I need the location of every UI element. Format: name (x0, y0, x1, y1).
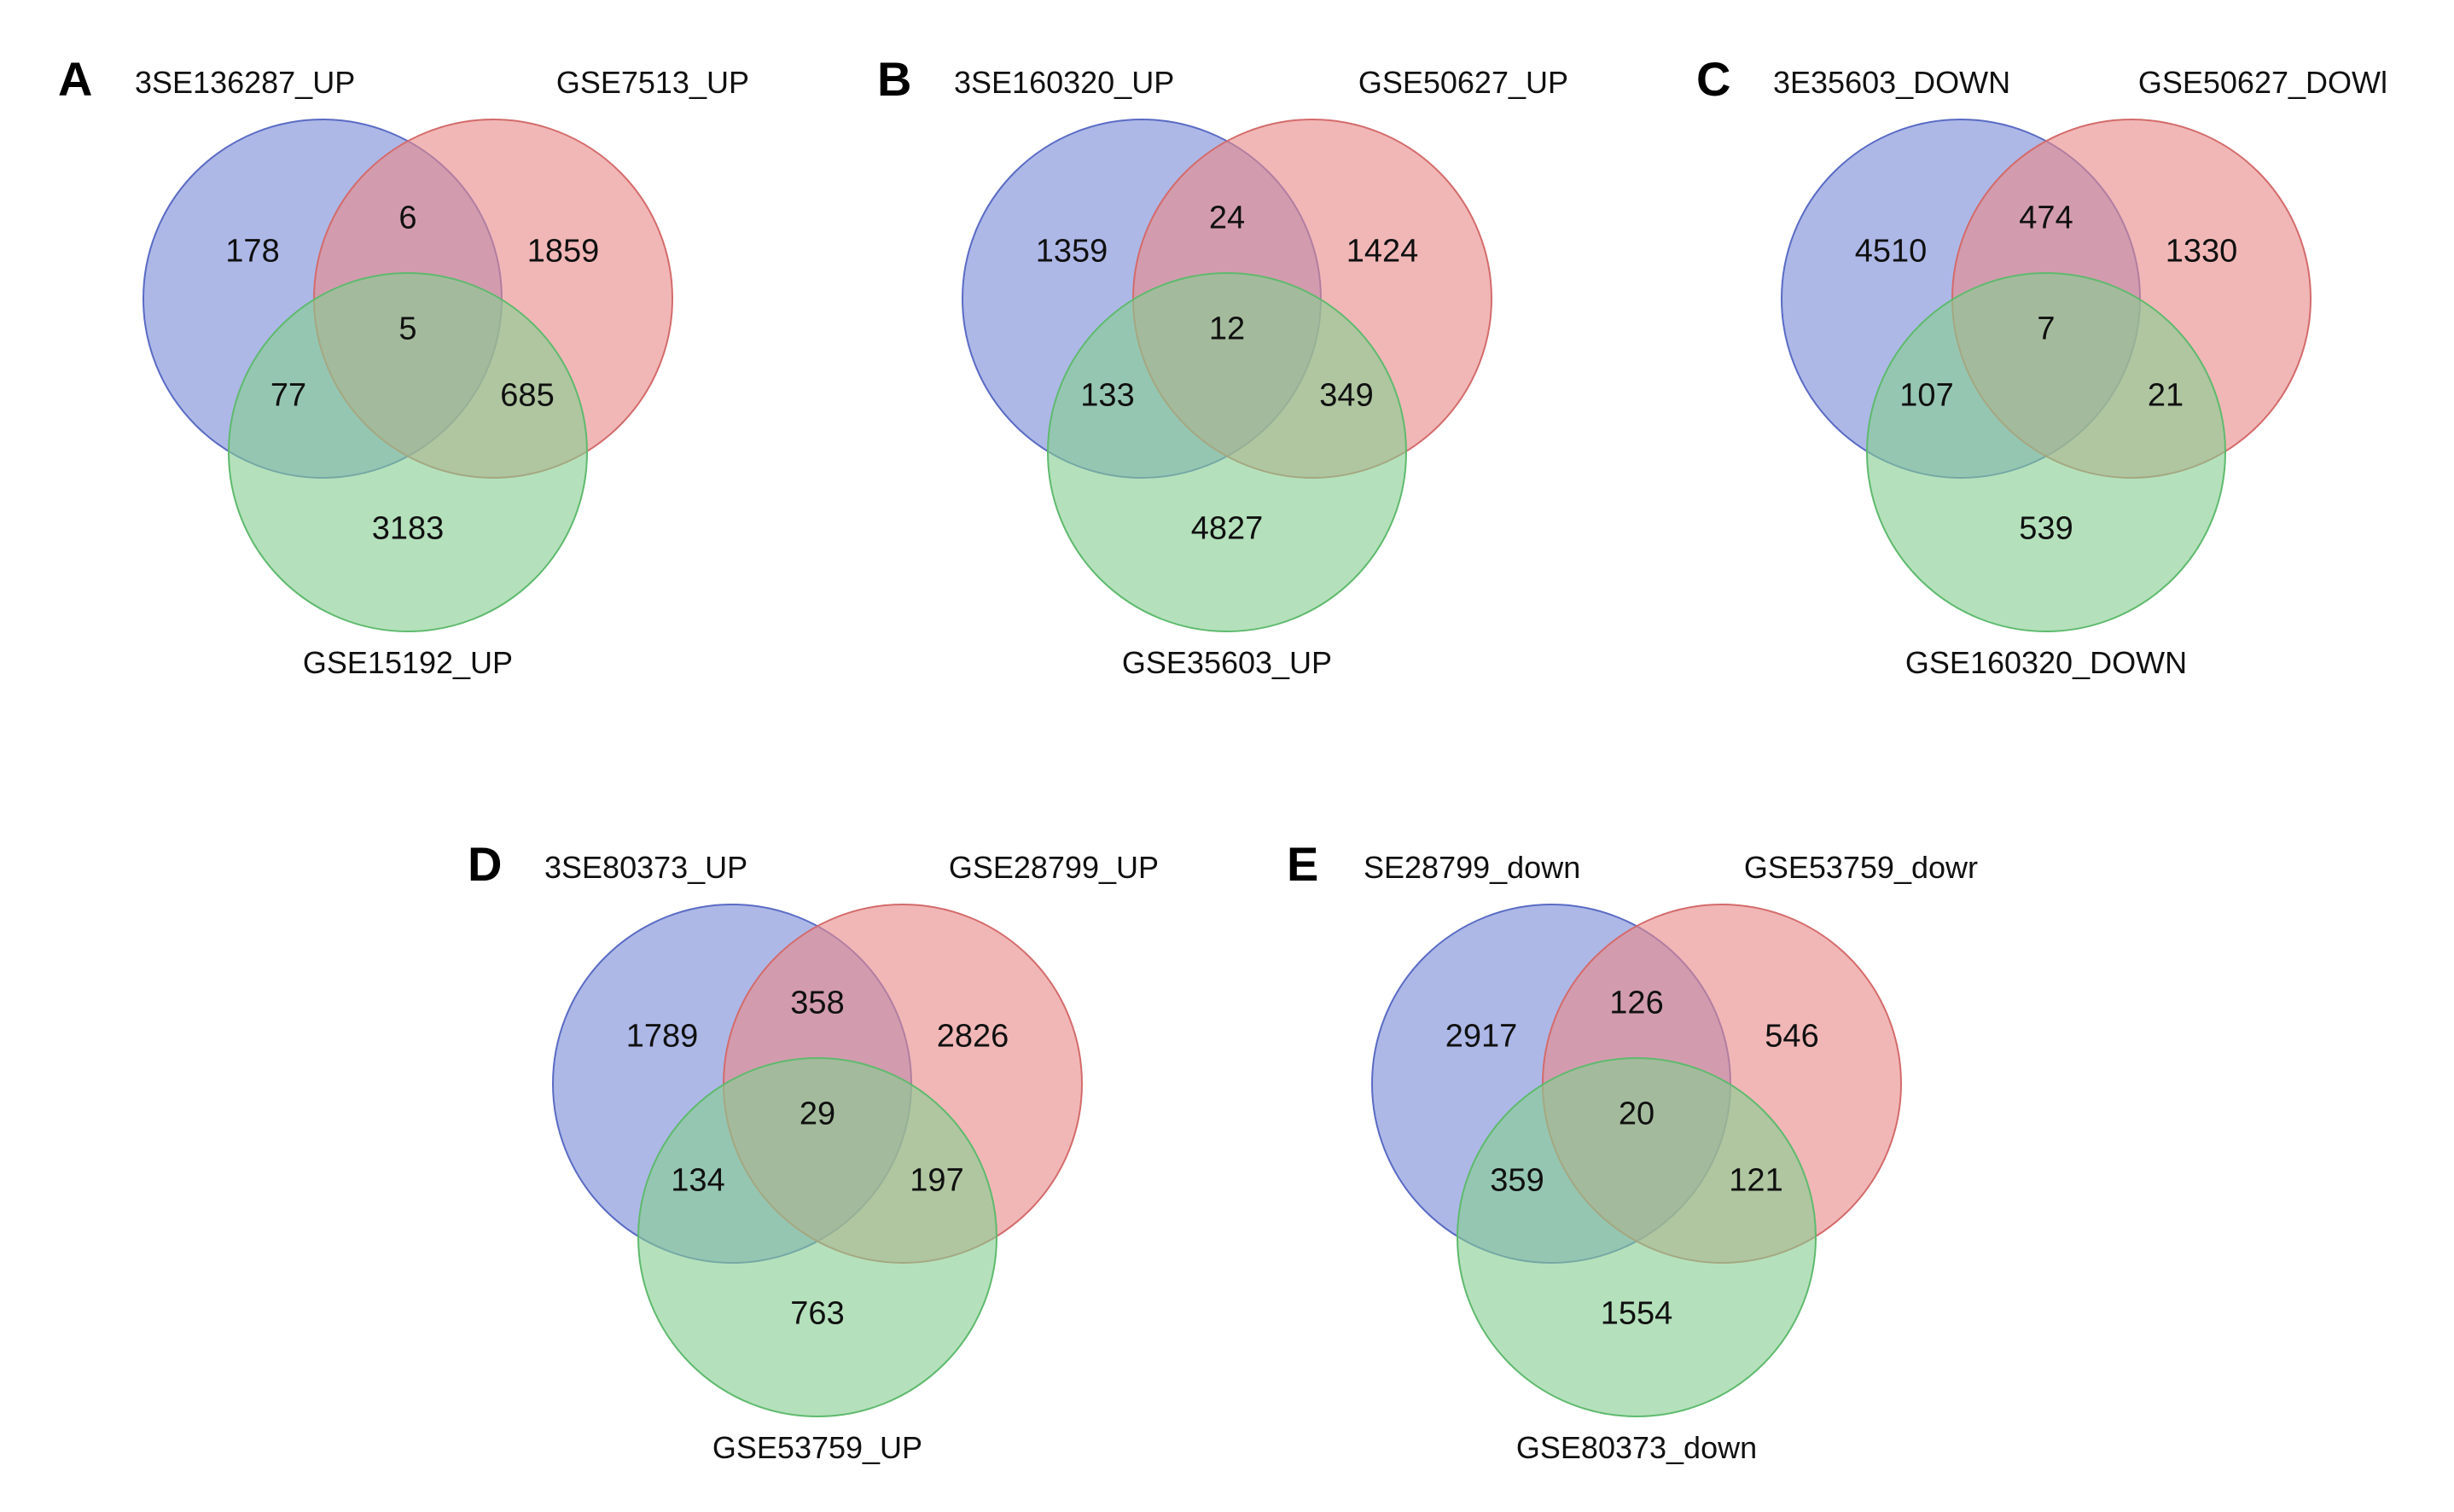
venn-diagram: 2917 546 1554 126 359 121 20 (1338, 870, 1935, 1425)
venn-diagram: 4510 1330 539 474 107 21 7 (1747, 85, 2345, 640)
region-count-only-blue: 178 (225, 234, 279, 270)
set-label-green: GSE15192_UP (49, 645, 766, 681)
region-count-center: 20 (1619, 1096, 1654, 1133)
venn-panel: C3E35603_DOWNGSE50627_DOWl45101330539474… (1688, 34, 2405, 683)
region-count-blue-green: 133 (1080, 378, 1134, 415)
region-count-red-green: 685 (500, 378, 554, 415)
set-label-green: GSE53759_UP (459, 1430, 1176, 1466)
region-count-center: 29 (800, 1096, 835, 1133)
region-count-only-red: 2826 (937, 1019, 1009, 1055)
venn-panel: D3SE80373_UPGSE28799_UP17892826763358134… (459, 819, 1176, 1468)
region-count-blue-red: 24 (1209, 201, 1245, 237)
set-label-green: GSE35603_UP (869, 645, 1585, 681)
venn-panel: A3SE136287_UPGSE7513_UP17818593183677685… (49, 34, 766, 683)
region-count-red-green: 197 (910, 1163, 963, 1200)
panel-letter: B (877, 51, 911, 107)
region-count-only-blue: 2917 (1445, 1019, 1518, 1055)
panel-letter: A (58, 51, 92, 107)
region-count-red-green: 349 (1319, 378, 1373, 415)
venn-diagram: 178 1859 3183 6 77 685 5 (109, 85, 707, 640)
region-count-blue-green: 107 (1899, 378, 1953, 415)
venn-panel: B3SE160320_UPGSE50627_UP1359142448272413… (869, 34, 1585, 683)
region-count-only-blue: 1359 (1036, 234, 1108, 270)
region-count-blue-red: 6 (398, 201, 416, 237)
venn-panel: ESE28799_downGSE53759_dowr29175461554126… (1278, 819, 1995, 1468)
region-count-only-red: 546 (1765, 1019, 1818, 1055)
panel-letter: E (1287, 836, 1318, 892)
region-count-blue-green: 134 (671, 1163, 724, 1200)
region-count-red-green: 21 (2148, 378, 2184, 415)
region-count-blue-red: 358 (790, 986, 844, 1022)
region-count-only-green: 1554 (1601, 1296, 1673, 1333)
set-label-green: GSE160320_DOWN (1688, 645, 2405, 681)
region-count-center: 7 (2037, 311, 2055, 348)
region-count-only-blue: 1789 (626, 1019, 699, 1055)
top-row: A3SE136287_UPGSE7513_UP17818593183677685… (0, 34, 2454, 683)
region-count-blue-green: 77 (270, 378, 306, 415)
region-count-only-green: 539 (2019, 511, 2073, 548)
region-count-only-green: 4827 (1191, 511, 1264, 548)
figure-page: A3SE136287_UPGSE7513_UP17818593183677685… (0, 0, 2454, 1512)
region-count-only-blue: 4510 (1855, 234, 1928, 270)
region-count-center: 12 (1209, 311, 1245, 348)
region-count-only-red: 1859 (527, 234, 600, 270)
region-count-center: 5 (398, 311, 416, 348)
region-count-only-green: 763 (790, 1296, 844, 1333)
region-count-only-green: 3183 (372, 511, 445, 548)
panel-letter: C (1696, 51, 1730, 107)
set-label-green: GSE80373_down (1278, 1430, 1995, 1466)
venn-diagram: 1789 2826 763 358 134 197 29 (519, 870, 1116, 1425)
region-count-only-red: 1330 (2166, 234, 2238, 270)
region-count-red-green: 121 (1729, 1163, 1782, 1200)
region-count-blue-red: 474 (2019, 201, 2073, 237)
bottom-row: D3SE80373_UPGSE28799_UP17892826763358134… (0, 819, 2454, 1468)
region-count-blue-red: 126 (1609, 986, 1663, 1022)
panel-letter: D (468, 836, 502, 892)
region-count-blue-green: 359 (1490, 1163, 1544, 1200)
venn-diagram: 1359 1424 4827 24 133 349 12 (928, 85, 1526, 640)
region-count-only-red: 1424 (1346, 234, 1419, 270)
